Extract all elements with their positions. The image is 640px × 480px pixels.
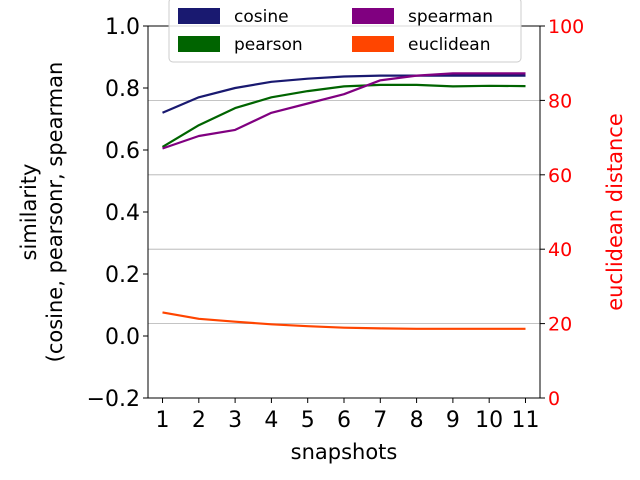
y2-tick-label: 40: [548, 239, 572, 261]
y-axis-label-line2: (cosine, pearsonr, spearman: [43, 62, 67, 363]
series-line-cosine: [162, 74, 526, 114]
y-tick-label: 1.0: [105, 15, 140, 40]
x-axis-label: snapshots: [291, 440, 398, 464]
x-tick-label: 10: [475, 408, 503, 433]
legend-swatch-pearson: [178, 36, 220, 52]
x-tick-label: 3: [228, 408, 242, 433]
legend: cosine spearman pearson euclidean: [168, 0, 522, 63]
y-tick-label: 0.2: [105, 263, 140, 288]
x-tick-label: 6: [337, 408, 351, 433]
x-tick-label: 11: [511, 408, 539, 433]
y2-tick-label: 60: [548, 165, 572, 187]
x-tick-label: 9: [446, 408, 460, 433]
legend-label-spearman: spearman: [408, 7, 493, 27]
right-axis-gridlines: [148, 100, 540, 325]
legend-swatch-euclidean: [352, 36, 394, 52]
y2-tick-label: 80: [548, 90, 572, 112]
plot-frame: [147, 25, 541, 399]
y-tick-label: 0.8: [105, 77, 140, 102]
legend-label-cosine: cosine: [234, 7, 289, 27]
series-line-spearman: [162, 72, 526, 150]
series-line-euclidean: [162, 311, 526, 330]
y2-tick-label: 20: [548, 314, 572, 336]
x-tick-label: 2: [192, 408, 206, 433]
x-tick-label: 5: [301, 408, 315, 433]
legend-swatch-cosine: [178, 8, 220, 24]
x-tick-label: 7: [373, 408, 387, 433]
y-tick-label: 0.4: [105, 201, 140, 226]
y-axis-label-line1: similarity: [17, 164, 41, 261]
y-tick-label: −0.2: [87, 387, 140, 412]
y2-tick-label: 0: [548, 388, 560, 410]
y2-tick-label: 100: [548, 16, 584, 38]
y2-axis-label: euclidean distance: [603, 113, 627, 311]
y-tick-label: 0.6: [105, 139, 140, 164]
x-tick-label: 4: [264, 408, 278, 433]
axis-ticks: −0.2 0.0 0.2 0.4 0.6 0.8 1.0 0 20 40 60 80 100 1 2 3 4 5 6…: [87, 15, 585, 433]
series-lines: [161, 72, 526, 330]
legend-label-pearson: pearson: [234, 35, 303, 55]
y-tick-label: 0.0: [105, 325, 140, 350]
legend-swatch-spearman: [352, 8, 394, 24]
legend-box: [168, 0, 522, 63]
series-line-pearson: [161, 83, 526, 148]
legend-label-euclidean: euclidean: [408, 35, 490, 55]
x-tick-label: 8: [410, 408, 424, 433]
x-tick-label: 1: [156, 408, 170, 433]
